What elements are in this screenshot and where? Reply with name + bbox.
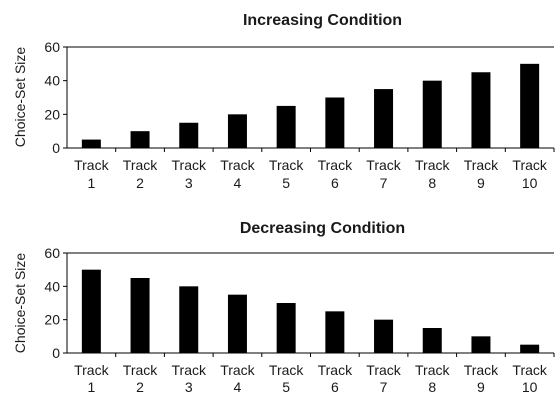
x-tick-label-line2: 5 bbox=[282, 379, 290, 395]
x-tick-label-line2: 9 bbox=[477, 379, 485, 395]
x-tick-label-line1: Track bbox=[172, 157, 207, 173]
x-tick-label-line2: 9 bbox=[477, 175, 485, 191]
x-tick-label-line2: 2 bbox=[136, 175, 144, 191]
x-tick-label-line1: Track bbox=[220, 362, 255, 378]
bar-track-2 bbox=[130, 278, 150, 353]
x-tick-label-line2: 4 bbox=[234, 175, 242, 191]
x-tick-label-line1: Track bbox=[512, 362, 547, 378]
x-tick-label-line1: Track bbox=[123, 362, 158, 378]
bar-track-8 bbox=[422, 328, 442, 353]
chart-title: Decreasing Condition bbox=[240, 220, 405, 237]
bar-track-2 bbox=[130, 131, 150, 148]
chart-title: Increasing Condition bbox=[243, 12, 402, 29]
x-tick-label-line1: Track bbox=[415, 157, 450, 173]
bar-track-6 bbox=[325, 311, 345, 353]
x-tick-label-line1: Track bbox=[318, 362, 353, 378]
bar-track-9 bbox=[471, 336, 491, 353]
x-tick-label-line2: 8 bbox=[428, 175, 436, 191]
y-axis-label: Choice-Set Size bbox=[12, 47, 28, 148]
y-tick-label: 0 bbox=[52, 345, 60, 361]
x-tick-label-line2: 1 bbox=[87, 175, 95, 191]
x-tick-label-line2: 1 bbox=[87, 379, 95, 395]
x-tick-label-line1: Track bbox=[220, 157, 255, 173]
bar-track-9 bbox=[471, 72, 491, 148]
x-tick-label-line2: 3 bbox=[185, 379, 193, 395]
bar-track-1 bbox=[81, 139, 101, 148]
y-tick-label: 20 bbox=[44, 312, 60, 328]
x-tick-label-line2: 6 bbox=[331, 175, 339, 191]
y-tick-label: 0 bbox=[52, 140, 60, 156]
bar-track-4 bbox=[227, 114, 247, 148]
bar-track-10 bbox=[520, 63, 540, 149]
bar-track-4 bbox=[227, 294, 247, 353]
x-tick-label-line1: Track bbox=[366, 157, 401, 173]
bar-track-3 bbox=[179, 122, 199, 148]
x-tick-label-line2: 10 bbox=[522, 175, 538, 191]
x-tick-label-line1: Track bbox=[318, 157, 353, 173]
x-tick-label-line1: Track bbox=[464, 362, 499, 378]
bar-track-1 bbox=[81, 269, 101, 353]
x-tick-label-line1: Track bbox=[172, 362, 207, 378]
bar-track-7 bbox=[374, 89, 394, 148]
x-tick-label-line1: Track bbox=[269, 362, 304, 378]
x-tick-label-line1: Track bbox=[269, 157, 304, 173]
x-tick-label-line1: Track bbox=[366, 362, 401, 378]
bar-track-3 bbox=[179, 286, 199, 353]
y-tick-label: 60 bbox=[44, 39, 60, 55]
bar-track-6 bbox=[325, 97, 345, 148]
x-tick-label-line1: Track bbox=[123, 157, 158, 173]
x-tick-label-line1: Track bbox=[512, 157, 547, 173]
y-tick-label: 40 bbox=[44, 278, 60, 294]
y-tick-label: 40 bbox=[44, 73, 60, 89]
decreasing-condition-panel: Decreasing Condition Choice-Set Size 0 20 40… bbox=[12, 220, 555, 395]
x-tick-label-line1: Track bbox=[464, 157, 499, 173]
y-tick-label: 60 bbox=[44, 245, 60, 261]
y-tick-label: 20 bbox=[44, 106, 60, 122]
x-tick-label-line2: 7 bbox=[380, 379, 388, 395]
increasing-condition-panel: Increasing Condition Choice-Set Size 0 20 40… bbox=[12, 12, 555, 191]
x-tick-label-line2: 5 bbox=[282, 175, 290, 191]
bar-track-8 bbox=[422, 80, 442, 148]
x-tick-label-line2: 8 bbox=[428, 379, 436, 395]
x-tick-label-line2: 10 bbox=[522, 379, 538, 395]
bar-track-5 bbox=[276, 105, 296, 148]
x-tick-label-line2: 2 bbox=[136, 379, 144, 395]
bar-track-5 bbox=[276, 303, 296, 353]
x-tick-label-line1: Track bbox=[74, 362, 109, 378]
x-tick-label-line2: 6 bbox=[331, 379, 339, 395]
x-tick-label-line2: 4 bbox=[234, 379, 242, 395]
bar-track-7 bbox=[374, 319, 394, 353]
x-tick-label-line1: Track bbox=[74, 157, 109, 173]
bar-track-10 bbox=[520, 344, 540, 353]
x-tick-label-line2: 7 bbox=[380, 175, 388, 191]
x-tick-label-line2: 3 bbox=[185, 175, 193, 191]
x-tick-label-line1: Track bbox=[415, 362, 450, 378]
y-axis-label: Choice-Set Size bbox=[12, 253, 28, 354]
